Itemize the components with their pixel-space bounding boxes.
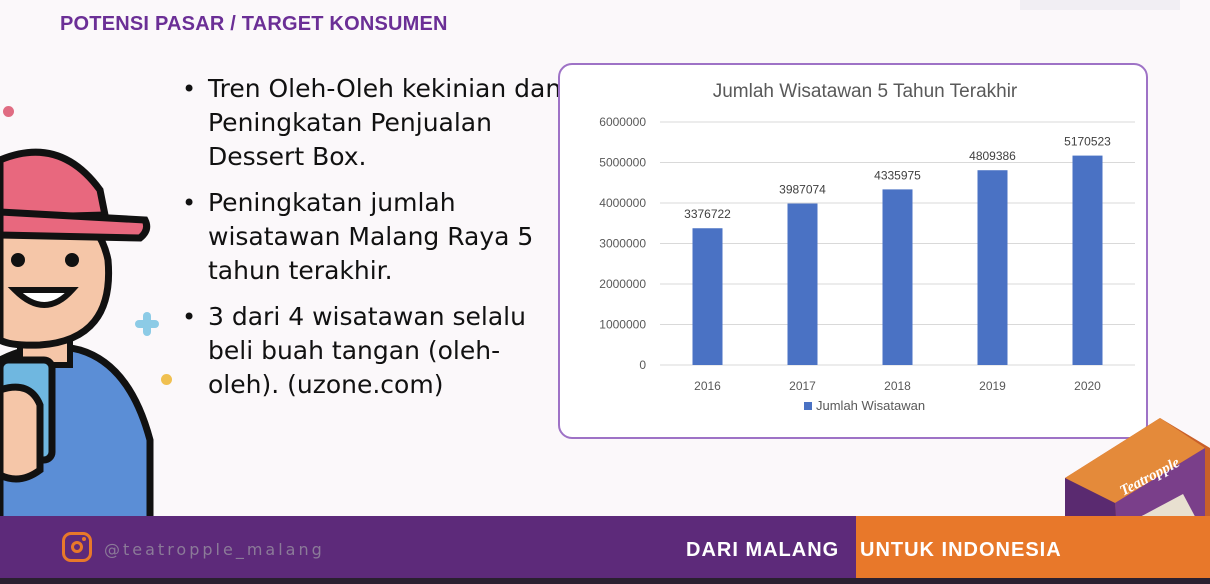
pink-dot (3, 106, 14, 117)
slide-title: POTENSI PASAR / TARGET KONSUMEN (60, 13, 448, 35)
bullet-item: Peningkatan jumlah wisatawan Malang Raya… (182, 186, 562, 288)
slogan-part2: UNTUK INDONESIA (860, 539, 1062, 561)
footer-bar: @teatropple_malang DARI MALANG UNTUK IND… (0, 516, 1210, 584)
bar-chart: Jumlah Wisatawan 5 Tahun Terakhir 0 10000… (599, 81, 1135, 413)
y-tick-label: 0 (639, 358, 646, 372)
bullet-item: Tren Oleh-Oleh kekinian dan Peningkatan … (182, 72, 562, 174)
x-tick-label: 2017 (789, 379, 816, 393)
bar (1072, 155, 1103, 365)
data-label: 5170523 (1064, 135, 1111, 149)
y-tick-label: 2000000 (599, 277, 646, 291)
x-tick-label: 2018 (884, 379, 911, 393)
instagram-icon[interactable] (62, 532, 92, 562)
y-tick-label: 6000000 (599, 115, 646, 129)
data-label: 3987074 (779, 183, 826, 197)
legend-label: Jumlah Wisatawan (816, 398, 925, 413)
bar (787, 203, 818, 365)
bar (692, 228, 723, 365)
bar (882, 189, 913, 365)
legend-swatch (804, 402, 812, 410)
y-tick-label: 5000000 (599, 156, 646, 170)
bar (977, 170, 1008, 365)
x-tick-label: 2020 (1074, 379, 1101, 393)
data-label: 4335975 (874, 168, 921, 182)
x-tick-label: 2016 (694, 379, 721, 393)
bullet-item: 3 dari 4 wisatawan selalu beli buah tang… (182, 300, 562, 402)
yellow-dot (161, 374, 172, 385)
chart-container: Jumlah Wisatawan 5 Tahun Terakhir 0 10000… (558, 63, 1148, 439)
x-tick-label: 2019 (979, 379, 1006, 393)
y-tick-label: 3000000 (599, 237, 646, 251)
y-tick-label: 1000000 (599, 318, 646, 332)
data-label: 4809386 (969, 149, 1016, 163)
top-right-decoration (1020, 0, 1180, 10)
data-label: 3376722 (684, 207, 731, 221)
slogan-part1: DARI MALANG (686, 539, 840, 561)
instagram-handle[interactable]: @teatropple_malang (104, 540, 325, 559)
footer-bottom-strip (0, 578, 1210, 584)
footer-orange-panel (856, 516, 1210, 578)
y-tick-label: 4000000 (599, 196, 646, 210)
character-illustration (0, 148, 154, 520)
bullet-list: Tren Oleh-Oleh kekinian dan Peningkatan … (182, 72, 562, 414)
plus-icon (135, 312, 159, 336)
chart-title: Jumlah Wisatawan 5 Tahun Terakhir (713, 81, 1018, 102)
